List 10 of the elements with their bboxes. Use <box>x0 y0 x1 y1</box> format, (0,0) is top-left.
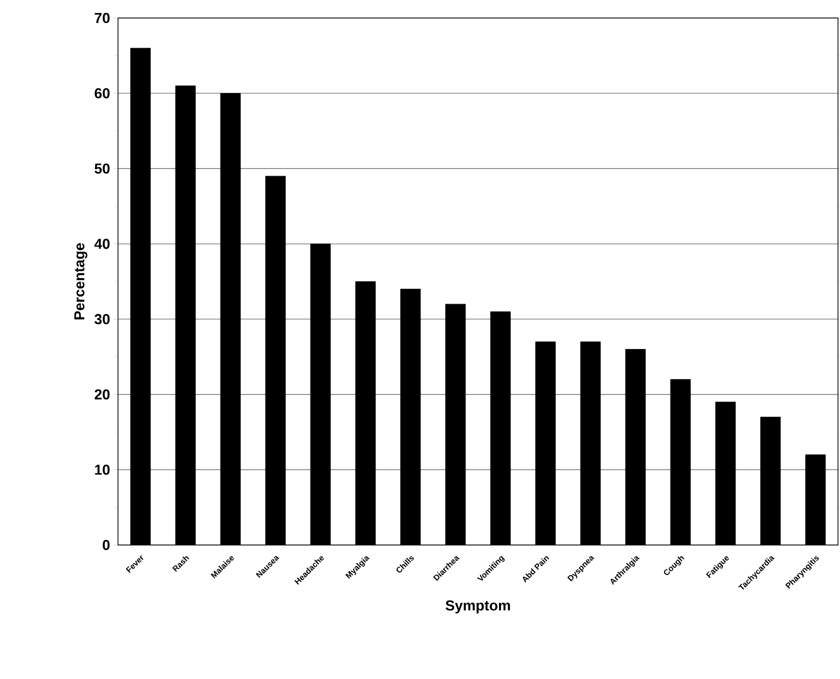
x-axis-title: Symptom <box>446 600 510 614</box>
y-tick-label: 20 <box>94 389 110 400</box>
y-tick-label: 0 <box>102 540 110 550</box>
y-tick-label: 10 <box>95 464 110 475</box>
y-tick-label: 30 <box>94 314 110 324</box>
y-tick-label: 70 <box>94 12 110 24</box>
y-tick-label: 40 <box>94 238 110 249</box>
y-tick-label: 50 <box>94 163 110 174</box>
y-tick-label: 60 <box>94 88 110 98</box>
y-axis-title: Percentage <box>74 243 88 320</box>
